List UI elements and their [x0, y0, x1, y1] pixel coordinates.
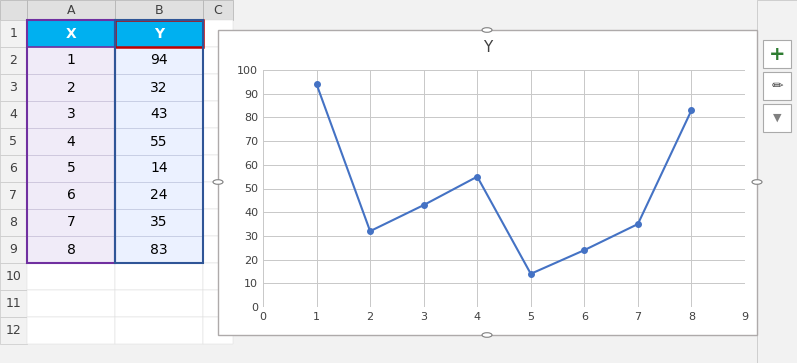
Text: 5: 5 — [67, 162, 76, 175]
Text: ▼: ▼ — [773, 113, 781, 123]
Text: 43: 43 — [151, 107, 167, 122]
Text: 2: 2 — [67, 81, 76, 94]
Text: 4: 4 — [67, 135, 76, 148]
Text: 32: 32 — [151, 81, 167, 94]
Text: 8: 8 — [67, 242, 76, 257]
Text: 94: 94 — [150, 53, 168, 68]
Text: B: B — [155, 4, 163, 16]
Text: 11: 11 — [6, 297, 22, 310]
Text: 4: 4 — [10, 108, 18, 121]
Text: 7: 7 — [10, 189, 18, 202]
Text: 9: 9 — [10, 243, 18, 256]
Text: Y: Y — [154, 26, 164, 41]
Text: C: C — [214, 4, 222, 16]
Text: X: X — [65, 26, 77, 41]
Text: 3: 3 — [10, 81, 18, 94]
Text: 83: 83 — [150, 242, 168, 257]
Text: 5: 5 — [10, 135, 18, 148]
Text: A: A — [67, 4, 75, 16]
Text: 2: 2 — [10, 54, 18, 67]
Text: 12: 12 — [6, 324, 22, 337]
Text: 1: 1 — [10, 27, 18, 40]
Text: ✏: ✏ — [771, 79, 783, 93]
Text: 10: 10 — [6, 270, 22, 283]
Text: 6: 6 — [67, 188, 76, 203]
Text: 55: 55 — [151, 135, 167, 148]
Text: 8: 8 — [10, 216, 18, 229]
Text: +: + — [769, 45, 785, 64]
Text: 1: 1 — [67, 53, 76, 68]
Text: 6: 6 — [10, 162, 18, 175]
Text: 24: 24 — [151, 188, 167, 203]
Text: 7: 7 — [67, 216, 76, 229]
Text: 35: 35 — [151, 216, 167, 229]
Text: Y: Y — [483, 41, 492, 56]
Text: 3: 3 — [67, 107, 76, 122]
Text: 14: 14 — [150, 162, 168, 175]
